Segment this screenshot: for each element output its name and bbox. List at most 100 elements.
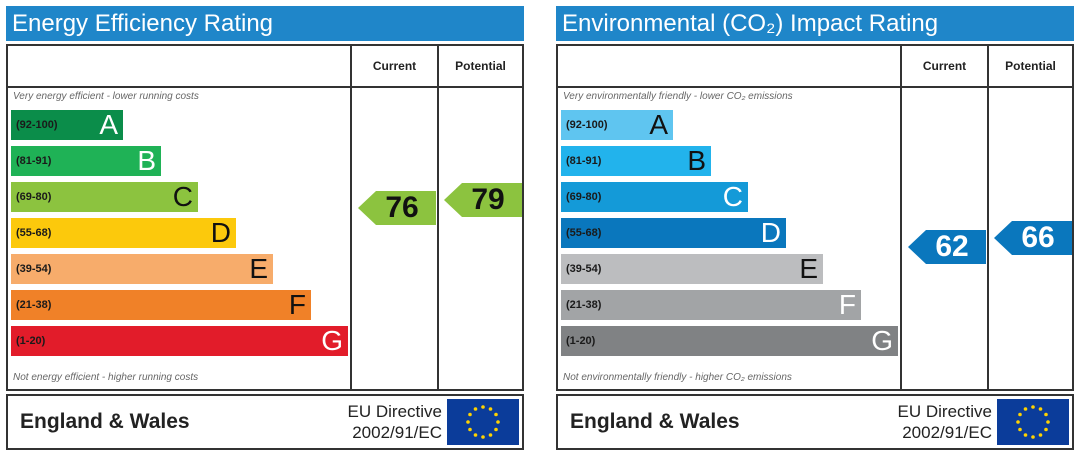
- eu-star: [1031, 435, 1035, 439]
- directive-line-2: 2002/91/EC: [902, 423, 992, 442]
- eu-directive-label: EU Directive 2002/91/EC: [898, 401, 992, 443]
- band-letter-label: C: [172, 181, 193, 212]
- rating-band-e: (39-54) E: [11, 254, 273, 284]
- current-column-header: Current: [372, 59, 417, 73]
- directive-line-2: 2002/91/EC: [352, 423, 442, 442]
- top-caption: Very energy efficient - lower running co…: [13, 91, 199, 102]
- band-range-label: (81-91): [566, 155, 602, 167]
- eu-star: [1038, 433, 1043, 437]
- band-letter-label: G: [321, 325, 343, 356]
- band-range-label: (55-68): [566, 227, 602, 239]
- band-range-label: (21-38): [566, 299, 602, 311]
- eu-star: [494, 427, 498, 432]
- eu-star: [488, 407, 493, 411]
- eu-star: [1023, 407, 1028, 411]
- band-letter-label: D: [760, 217, 781, 248]
- chart-footer: England & Wales EU Directive 2002/91/EC: [556, 394, 1074, 450]
- rating-band-a: (92-100) A: [561, 110, 673, 140]
- eu-star: [1038, 407, 1043, 411]
- chart-title: Environmental (CO₂) Impact Rating: [556, 6, 1074, 41]
- rating-band-g: (1-20) G: [11, 326, 348, 356]
- potential-rating-value: 79: [471, 183, 505, 216]
- column-divider: [350, 46, 352, 389]
- header-divider: [8, 86, 522, 88]
- environmental-impact-chart: Environmental (CO₂) Impact Rating Curren…: [556, 6, 1074, 450]
- band-letter-label: A: [99, 109, 118, 140]
- rating-band-c: (69-80) C: [11, 182, 198, 212]
- arrow-shape: [358, 191, 436, 225]
- region-label: England & Wales: [570, 410, 740, 433]
- current-rating-arrow: 76: [358, 191, 436, 225]
- arrow-shape: [908, 230, 986, 264]
- band-range-label: (92-100): [16, 119, 58, 131]
- band-range-label: (55-68): [16, 227, 52, 239]
- column-divider: [437, 46, 439, 389]
- eu-star: [468, 427, 472, 432]
- rating-band-f: (21-38) F: [561, 290, 861, 320]
- band-range-label: (69-80): [16, 191, 52, 203]
- directive-line-1: EU Directive: [897, 402, 992, 421]
- band-letter-label: F: [838, 289, 856, 320]
- potential-rating-value: 66: [1021, 221, 1055, 254]
- region-label: England & Wales: [20, 410, 190, 433]
- bottom-caption: Not energy efficient - higher running co…: [13, 372, 199, 383]
- column-divider: [987, 46, 989, 389]
- chart-footer: England & Wales EU Directive 2002/91/EC: [6, 394, 524, 450]
- eu-star: [481, 435, 485, 439]
- top-caption: Very environmentally friendly - lower CO…: [563, 91, 793, 102]
- eu-flag-icon: [447, 399, 519, 445]
- potential-column-header: Potential: [1005, 59, 1056, 73]
- band-letter-label: G: [871, 325, 893, 356]
- band-range-label: (21-38): [16, 299, 52, 311]
- band-range-label: (39-54): [566, 263, 602, 275]
- potential-rating-arrow: 79: [444, 183, 522, 217]
- arrow-shape: [994, 221, 1072, 255]
- potential-column-header: Potential: [455, 59, 506, 73]
- eu-star: [1031, 405, 1035, 409]
- eu-star: [1046, 420, 1050, 424]
- rating-band-b: (81-91) B: [561, 146, 711, 176]
- band-letter-label: B: [137, 145, 156, 176]
- eu-star: [1016, 420, 1020, 424]
- band-letter-label: F: [288, 289, 306, 320]
- eu-star: [481, 405, 485, 409]
- eu-star: [1018, 427, 1022, 432]
- eu-star: [473, 407, 478, 411]
- rating-band-f: (21-38) F: [11, 290, 311, 320]
- rating-table: Current Potential Very environmentally f…: [556, 44, 1074, 391]
- band-range-label: (81-91): [16, 155, 52, 167]
- rating-band-g: (1-20) G: [561, 326, 898, 356]
- current-column-header: Current: [922, 59, 967, 73]
- header-divider: [558, 86, 1072, 88]
- column-divider: [900, 46, 902, 389]
- rating-band-c: (69-80) C: [561, 182, 748, 212]
- band-range-label: (1-20): [566, 335, 596, 347]
- eu-star: [468, 412, 472, 417]
- band-letter-label: E: [799, 253, 818, 284]
- band-range-label: (92-100): [566, 119, 608, 131]
- eu-star: [1023, 433, 1028, 437]
- eu-star: [1018, 412, 1022, 417]
- eu-star: [1044, 412, 1048, 417]
- eu-star: [473, 433, 478, 437]
- rating-band-b: (81-91) B: [11, 146, 161, 176]
- band-letter-label: D: [210, 217, 231, 248]
- energy-efficiency-chart: Energy Efficiency Rating Current Potenti…: [6, 6, 524, 450]
- band-range-label: (39-54): [16, 263, 52, 275]
- band-range-label: (1-20): [16, 335, 46, 347]
- eu-flag-icon: [997, 399, 1069, 445]
- eu-directive-label: EU Directive 2002/91/EC: [348, 401, 442, 443]
- band-letter-label: B: [687, 145, 706, 176]
- band-range-label: (69-80): [566, 191, 602, 203]
- eu-star: [496, 420, 500, 424]
- current-rating-arrow: 62: [908, 230, 986, 264]
- rating-band-d: (55-68) D: [561, 218, 786, 248]
- directive-line-1: EU Directive: [347, 402, 442, 421]
- current-rating-value: 76: [385, 191, 419, 224]
- band-letter-label: E: [249, 253, 268, 284]
- rating-band-e: (39-54) E: [561, 254, 823, 284]
- current-rating-value: 62: [935, 230, 969, 263]
- band-letter-label: A: [649, 109, 668, 140]
- eu-star: [494, 412, 498, 417]
- eu-star: [1044, 427, 1048, 432]
